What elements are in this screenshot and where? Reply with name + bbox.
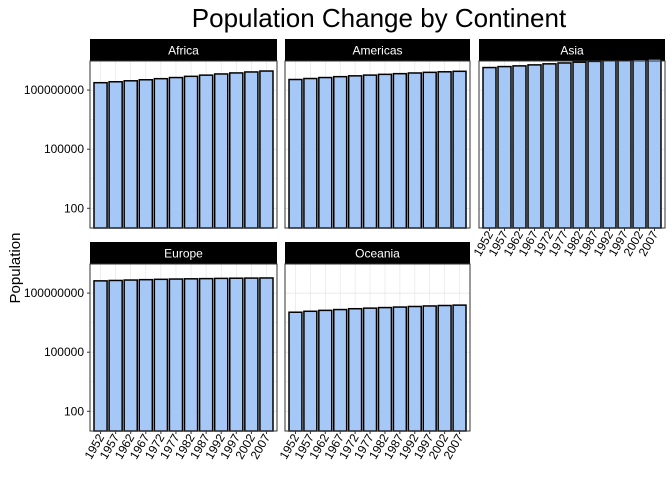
panel-border — [284, 263, 471, 432]
bar — [527, 64, 542, 229]
facet-strip — [90, 39, 277, 61]
bar — [482, 66, 497, 229]
facet-strip — [285, 39, 470, 61]
bar — [362, 74, 378, 229]
facet-panels: Africa 100 100000 100000000 Americas Asia1952… — [24, 39, 666, 462]
bar — [168, 278, 184, 432]
panel-border — [89, 60, 278, 229]
bar — [123, 279, 138, 432]
bar — [153, 77, 169, 229]
bar — [347, 75, 363, 229]
bar — [437, 304, 452, 432]
bar — [198, 74, 214, 229]
bar — [497, 65, 512, 229]
bar — [244, 277, 259, 432]
bar — [303, 77, 318, 229]
y-tick-label: 100000 — [44, 142, 84, 156]
bar — [647, 58, 662, 229]
facet-oceania: Oceania195219571962196719721977198219871… — [277, 242, 471, 462]
bar — [557, 62, 572, 229]
bar — [244, 71, 259, 229]
facet-strip — [479, 39, 665, 61]
bar — [123, 80, 138, 229]
bar — [318, 309, 333, 432]
facet-strip-label: Americas — [352, 44, 402, 58]
bar — [213, 73, 229, 229]
facet-strip — [285, 242, 470, 264]
bar — [377, 306, 393, 432]
bar — [259, 70, 274, 229]
bar — [288, 311, 303, 432]
facet-strip-label: Europe — [164, 247, 203, 261]
bar — [362, 307, 378, 432]
bar — [198, 277, 214, 432]
bar — [108, 279, 123, 432]
bar — [392, 72, 408, 229]
bar — [542, 63, 557, 229]
bar — [259, 277, 274, 432]
panel-border — [478, 60, 666, 229]
facet-strip-label: Oceania — [355, 247, 400, 261]
bar — [333, 308, 348, 432]
bar — [108, 81, 123, 229]
facet-strip-label: Africa — [168, 44, 199, 58]
bar — [347, 307, 363, 432]
bar — [452, 304, 467, 432]
y-tick-label: 100 — [64, 201, 84, 215]
bar — [93, 81, 108, 229]
panel-border — [284, 60, 471, 229]
bar — [437, 71, 452, 229]
bar — [452, 70, 467, 229]
bar — [213, 277, 229, 432]
bar — [138, 278, 154, 432]
bar — [602, 59, 617, 229]
facet-strip — [90, 242, 277, 264]
y-tick-label: 100000 — [44, 345, 84, 359]
facet-asia: Asia195219571962196719721977198219871992… — [471, 39, 666, 259]
bar — [512, 65, 527, 229]
bar — [93, 280, 108, 432]
bar — [303, 310, 318, 432]
facet-americas: Americas — [284, 39, 471, 229]
facet-europe: Europe1001000001000000001952195719621967… — [24, 242, 278, 462]
y-tick-label: 100 — [64, 404, 84, 418]
y-axis-label: Population — [7, 233, 24, 304]
bar — [632, 58, 647, 229]
bar — [318, 76, 333, 229]
y-tick-label: 100000000 — [24, 286, 84, 300]
bar — [407, 72, 423, 229]
bar — [153, 278, 169, 432]
bar — [572, 61, 587, 229]
bar — [587, 60, 602, 229]
bar — [617, 59, 632, 229]
facet-africa: Africa 100 100000 100000000 — [24, 39, 278, 229]
bar — [138, 78, 154, 229]
facet-strip-label: Asia — [560, 44, 584, 58]
bar — [333, 75, 348, 229]
bar — [229, 72, 244, 229]
bar — [183, 75, 199, 229]
bar — [377, 73, 393, 229]
bar — [422, 305, 437, 432]
bar — [392, 306, 408, 432]
bar — [422, 71, 437, 229]
panel-border — [89, 263, 278, 432]
bar — [288, 78, 303, 229]
bar — [229, 277, 244, 432]
chart-title: Population Change by Continent — [192, 3, 567, 33]
bar — [168, 76, 184, 229]
y-tick-label: 100000000 — [24, 83, 84, 97]
bar — [407, 305, 423, 432]
bar — [183, 278, 199, 432]
